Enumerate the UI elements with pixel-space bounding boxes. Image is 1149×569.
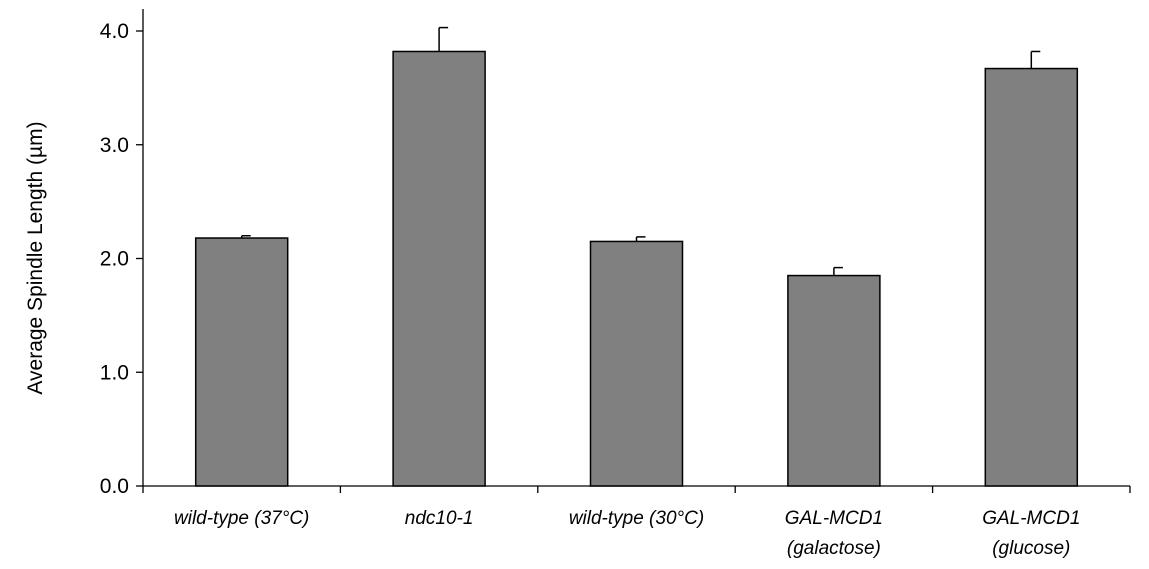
y-tick-label: 4.0 xyxy=(100,20,129,43)
y-tick-label: 2.0 xyxy=(100,248,129,271)
x-tick-label: ndc10-1 xyxy=(405,508,474,529)
x-tick-label: (glucose) xyxy=(992,538,1070,559)
x-tick-label: GAL-MCD1 xyxy=(982,508,1080,529)
bars xyxy=(194,50,1079,487)
bar xyxy=(589,240,684,487)
x-tick-label: GAL-MCD1 xyxy=(785,508,883,529)
y-tick-label: 1.0 xyxy=(100,361,129,384)
y-tick-label: 0.0 xyxy=(100,475,129,498)
y-tick-label: 3.0 xyxy=(100,134,129,157)
x-tick-labels: wild-type (37°C) ndc10-1 wild-type (30°C) G… xyxy=(174,508,1080,559)
x-tick-label: (galactose) xyxy=(787,538,881,559)
x-tick-label: wild-type (37°C) xyxy=(174,508,309,529)
bar xyxy=(392,50,486,487)
x-tick-label: wild-type (30°C) xyxy=(569,508,704,529)
bar xyxy=(194,237,289,487)
error-bars xyxy=(240,26,1041,276)
y-ticks: 0.0 1.0 2.0 3.0 4.0 xyxy=(100,20,143,498)
bar xyxy=(984,67,1079,487)
bar xyxy=(787,274,881,487)
y-axis-label: Average Spindle Length (µm) xyxy=(24,121,47,394)
